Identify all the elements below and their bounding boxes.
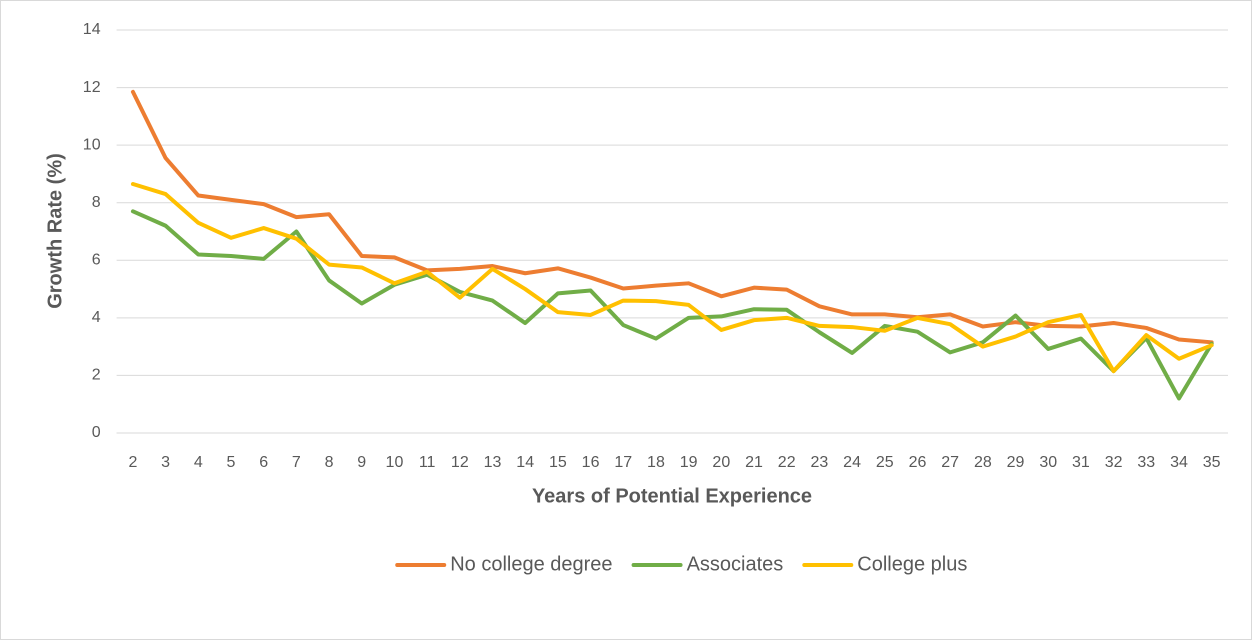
legend-label: No college degree — [450, 553, 612, 575]
x-tick-label: 13 — [484, 454, 502, 471]
x-tick-label: 23 — [810, 454, 828, 471]
x-axis-title: Years of Potential Experience — [532, 485, 812, 507]
y-tick-label: 12 — [83, 79, 101, 96]
legend-label: College plus — [857, 553, 967, 575]
x-tick-label: 11 — [419, 454, 436, 471]
x-tick-label: 32 — [1105, 454, 1123, 471]
y-tick-label: 0 — [92, 424, 101, 441]
x-tick-label: 27 — [941, 454, 959, 471]
x-tick-label: 33 — [1137, 454, 1155, 471]
x-tick-label: 26 — [909, 454, 927, 471]
x-tick-label: 17 — [614, 454, 632, 471]
x-tick-label: 3 — [161, 454, 170, 471]
y-axis-title: Growth Rate (%) — [44, 153, 66, 309]
x-tick-label: 7 — [292, 454, 301, 471]
x-tick-label: 22 — [778, 454, 796, 471]
x-tick-label: 19 — [680, 454, 698, 471]
y-tick-label: 4 — [92, 309, 101, 326]
x-tick-label: 25 — [876, 454, 894, 471]
y-tick-label: 2 — [92, 367, 101, 384]
x-tick-label: 35 — [1203, 454, 1221, 471]
x-tick-label: 5 — [227, 454, 236, 471]
x-tick-label: 24 — [843, 454, 861, 471]
series-line — [130, 89, 1214, 345]
x-tick-label: 20 — [712, 454, 730, 471]
legend-label: Associates — [687, 553, 784, 575]
x-tick-label: 34 — [1170, 454, 1188, 471]
x-tick-label: 6 — [259, 454, 268, 471]
x-tick-label: 2 — [128, 454, 137, 471]
x-tick-label: 4 — [194, 454, 203, 471]
x-tick-label: 28 — [974, 454, 992, 471]
y-tick-label: 10 — [83, 136, 101, 153]
x-tick-label: 21 — [745, 454, 763, 471]
x-tick-label: 15 — [549, 454, 567, 471]
y-tick-label: 8 — [92, 194, 101, 211]
y-tick-label: 14 — [83, 21, 101, 38]
series-line — [130, 182, 1214, 374]
x-tick-label: 10 — [386, 454, 404, 471]
y-tick-label: 6 — [92, 252, 101, 269]
x-tick-label: 16 — [582, 454, 600, 471]
x-tick-label: 12 — [451, 454, 469, 471]
x-tick-label: 29 — [1007, 454, 1025, 471]
x-tick-label: 30 — [1039, 454, 1057, 471]
series-line — [130, 209, 1214, 401]
x-tick-label: 9 — [357, 454, 366, 471]
x-tick-label: 8 — [325, 454, 334, 471]
x-tick-label: 18 — [647, 454, 665, 471]
x-tick-label: 31 — [1072, 454, 1090, 471]
x-tick-label: 14 — [516, 454, 534, 471]
